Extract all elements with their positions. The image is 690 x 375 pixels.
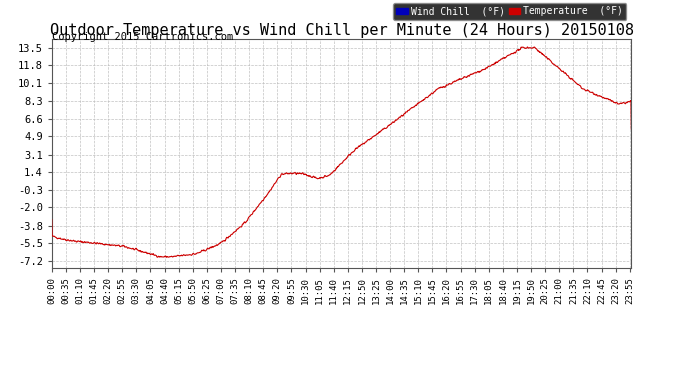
Legend: Wind Chill  (°F), Temperature  (°F): Wind Chill (°F), Temperature (°F) xyxy=(393,3,627,20)
Text: Copyright 2015 Cartronics.com: Copyright 2015 Cartronics.com xyxy=(52,32,233,42)
Title: Outdoor Temperature vs Wind Chill per Minute (24 Hours) 20150108: Outdoor Temperature vs Wind Chill per Mi… xyxy=(50,23,633,38)
